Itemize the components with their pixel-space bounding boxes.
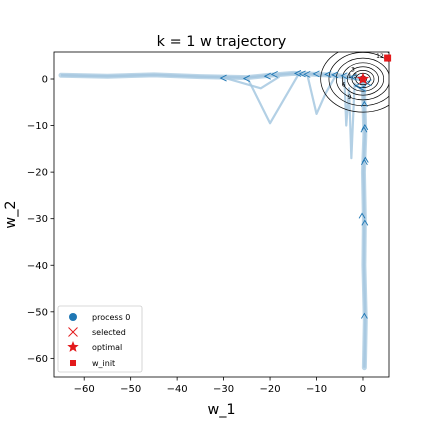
- process-marker: [242, 75, 251, 82]
- contour-line: [341, 62, 385, 96]
- y-tick-label: −30: [27, 214, 48, 225]
- process-marker: [360, 100, 368, 107]
- trajectory-branch: [306, 74, 337, 116]
- contour-label: 9: [348, 94, 352, 101]
- process-marker: [361, 219, 369, 226]
- y-axis-ticks: 0 −10 −20 −30 −40 −50 −60: [27, 75, 54, 365]
- legend-marker-w-init: [70, 360, 76, 366]
- contour-label: 6: [342, 82, 346, 89]
- process-marker: [270, 70, 278, 78]
- series-layer: 1.53691218: [58, 52, 389, 371]
- legend-marker-selected: [68, 327, 78, 337]
- process-marker: [349, 73, 357, 81]
- y-tick-label: −50: [27, 307, 48, 318]
- legend-marker-optimal: [67, 341, 79, 352]
- x-axis-label: w_1: [207, 402, 235, 418]
- y-tick-label: −60: [27, 354, 48, 365]
- contour-label: 3: [351, 67, 355, 74]
- y-tick-label: 0: [42, 75, 48, 86]
- process-marker: [293, 70, 302, 77]
- contour-line: [320, 52, 389, 113]
- process-marker: [324, 70, 332, 78]
- process-marker: [360, 312, 368, 319]
- process-marker: [303, 70, 311, 78]
- contour-line: [351, 70, 375, 88]
- x-axis-ticks: −60 −50 −40 −30 −20 −10 0: [74, 377, 366, 395]
- trajectory-horizontal-line: [60, 72, 364, 81]
- process-marker: [358, 212, 366, 219]
- legend-box: [57, 305, 143, 373]
- w-init-marker: [384, 54, 392, 62]
- y-axis-label: w_2: [3, 200, 19, 228]
- legend-label-w-init: w_init: [92, 359, 115, 368]
- legend-label-selected: selected: [92, 328, 126, 337]
- y-tick-label: −10: [27, 121, 48, 132]
- legend-marker-process: [69, 313, 77, 321]
- x-tick-label: −40: [167, 384, 188, 395]
- trajectory-branch: [223, 75, 280, 90]
- x-tick-label: −50: [120, 384, 141, 395]
- process-marker: [298, 70, 306, 78]
- contour-line: [335, 57, 389, 101]
- y-tick-label: −20: [27, 168, 48, 179]
- x-tick-label: −30: [213, 384, 234, 395]
- x-tick-label: −60: [74, 384, 95, 395]
- legend-label-optimal: optimal: [92, 343, 122, 352]
- process-marker: [360, 158, 368, 166]
- process-marker: [340, 72, 348, 80]
- trajectory-vertical-line: [361, 78, 367, 368]
- x-tick-label: −20: [259, 384, 280, 395]
- trajectory-branch: [245, 74, 299, 125]
- contour-label: 12: [376, 53, 384, 60]
- contour-line: [346, 66, 379, 92]
- process-marker: [331, 71, 339, 79]
- x-tick-label: −10: [306, 384, 327, 395]
- process-marker: [263, 72, 271, 80]
- x-tick-label: 0: [360, 384, 366, 395]
- legend: process 0 selected optimal w_init: [57, 305, 143, 373]
- process-marker: [312, 70, 320, 78]
- y-tick-label: −40: [27, 261, 48, 272]
- process-marker: [219, 74, 227, 82]
- chart-title: k = 1 w trajectory: [157, 34, 287, 50]
- legend-label-process: process 0: [92, 313, 130, 322]
- process-marker: [360, 126, 368, 133]
- optimal-marker: [356, 72, 370, 85]
- axes-frame: [53, 51, 390, 378]
